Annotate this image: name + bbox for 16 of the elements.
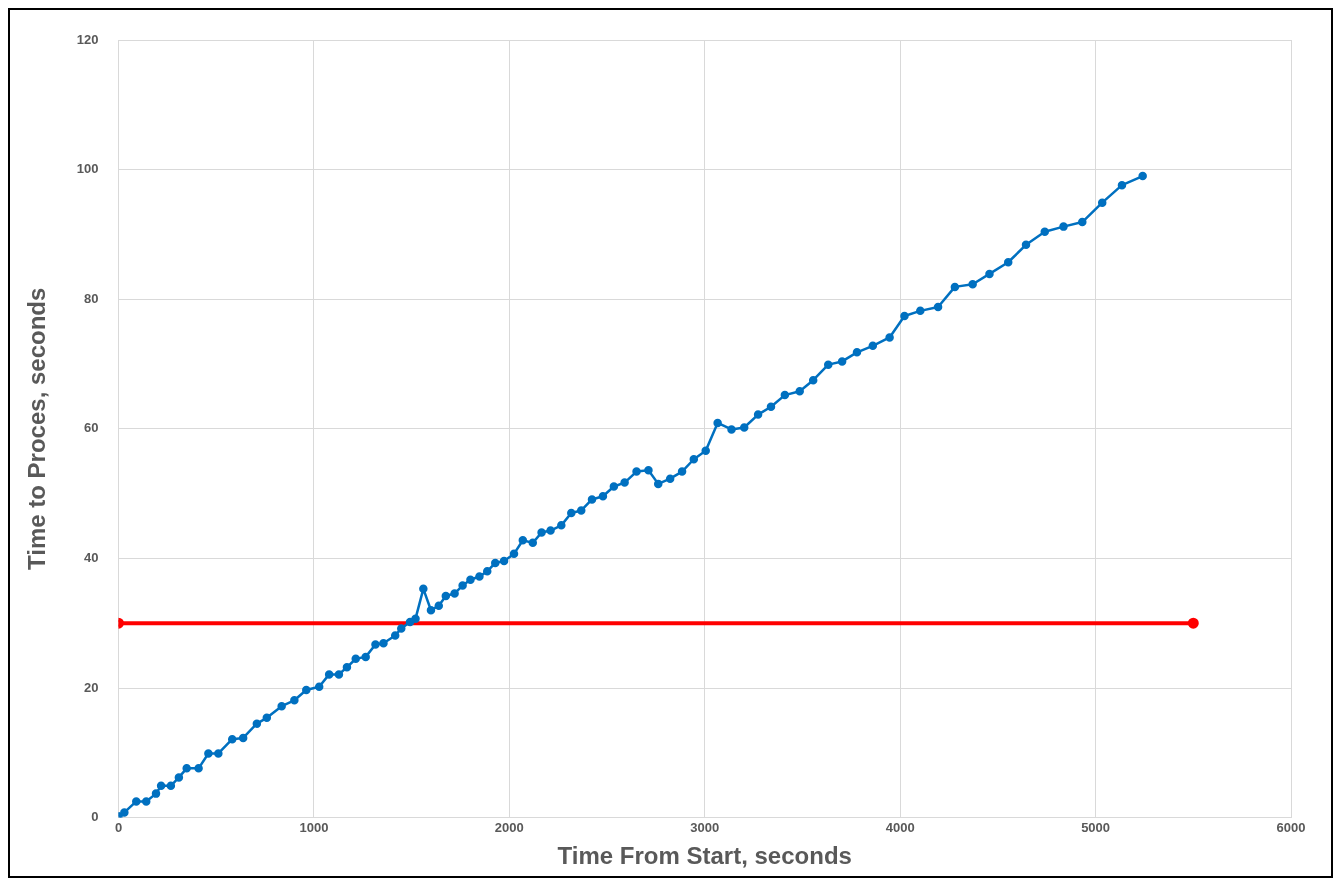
- y-tick-label: 80: [84, 290, 99, 306]
- x-tick-label: 0: [114, 819, 123, 835]
- x-axis-title: Time From Start, seconds: [557, 842, 852, 870]
- x-tick-label: 6000: [1276, 819, 1306, 835]
- y-axis-title: Time to Proces, seconds: [23, 287, 51, 570]
- x-tick-label: 4000: [885, 819, 915, 835]
- x-tick-label: 3000: [690, 819, 720, 835]
- y-tick-label: 100: [76, 161, 99, 177]
- x-tick-label: 5000: [1081, 819, 1111, 835]
- x-tick-label: 2000: [494, 819, 524, 835]
- y-tick-label: 0: [91, 809, 99, 825]
- y-tick-label: 120: [76, 31, 99, 47]
- y-tick-label: 40: [84, 549, 99, 565]
- y-tick-label: 20: [84, 679, 99, 695]
- y-tick-label: 60: [84, 420, 99, 436]
- x-tick-label: 1000: [299, 819, 329, 835]
